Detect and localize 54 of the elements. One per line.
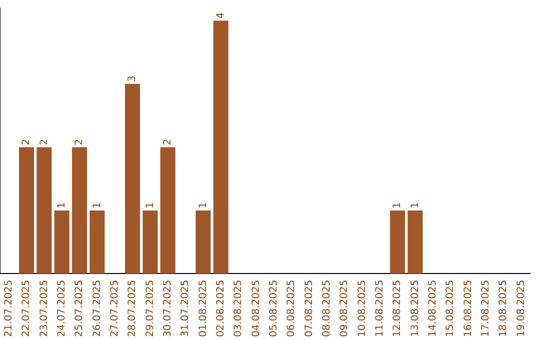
x-tick-label: 12.08.2025 — [392, 280, 404, 338]
bar — [90, 210, 105, 274]
bar — [196, 210, 211, 274]
x-tick-label: 13.08.2025 — [410, 280, 421, 338]
x-tick-label: 18.08.2025 — [498, 280, 510, 338]
x-tick-label: 04.08.2025 — [250, 280, 262, 338]
x-tick-label: 30.07.2025 — [162, 280, 174, 338]
bar — [390, 210, 406, 274]
x-tick-label: 03.08.2025 — [233, 280, 244, 338]
bar — [408, 210, 423, 274]
data-label: 1 — [92, 202, 103, 208]
data-label: 2 — [162, 138, 174, 146]
data-label: 1 — [144, 202, 156, 208]
x-tick-label: 02.08.2025 — [215, 280, 226, 338]
x-tick-label: 15.08.2025 — [445, 280, 456, 338]
x-tick-label: 17.08.2025 — [480, 280, 492, 338]
x-tick-label: 14.08.2025 — [427, 280, 438, 338]
bar — [142, 210, 158, 274]
x-tick-label: 05.08.2025 — [268, 280, 280, 338]
data-label: 1 — [392, 202, 404, 208]
x-tick-label: 16.08.2025 — [462, 280, 474, 338]
x-tick-label: 07.08.2025 — [304, 280, 315, 338]
x-tick-label: 31.07.2025 — [180, 280, 192, 338]
data-label: 2 — [21, 138, 32, 146]
data-label: 1 — [56, 202, 68, 208]
x-tick-label: 22.07.2025 — [21, 280, 32, 338]
x-tick-label: 26.07.2025 — [92, 280, 103, 338]
bar — [18, 147, 34, 274]
x-tick-label: 29.07.2025 — [144, 280, 156, 338]
x-tick-label: 09.08.2025 — [339, 280, 350, 338]
bar — [72, 147, 88, 274]
x-tick-label: 28.07.2025 — [127, 280, 138, 338]
bar — [213, 20, 228, 274]
data-label: 2 — [38, 138, 50, 146]
x-tick-label: 10.08.2025 — [356, 280, 368, 338]
bar — [160, 147, 176, 274]
x-tick-label: 21.07.2025 — [3, 280, 14, 338]
bar — [36, 147, 52, 274]
data-label: 1 — [198, 202, 209, 208]
data-label: 1 — [410, 202, 421, 208]
x-tick-label: 27.07.2025 — [109, 280, 120, 338]
data-label: 2 — [74, 138, 86, 146]
x-tick-label: 25.07.2025 — [74, 280, 86, 338]
bar — [54, 210, 70, 274]
x-tick-label: 06.08.2025 — [286, 280, 298, 338]
x-tick-label: 19.08.2025 — [516, 280, 527, 338]
x-tick-label: 23.07.2025 — [38, 280, 50, 338]
x-tick-label: 11.08.2025 — [374, 280, 386, 338]
data-label: 3 — [127, 76, 138, 82]
x-tick-label: 08.08.2025 — [321, 280, 332, 338]
x-tick-label: 24.07.2025 — [56, 280, 68, 338]
bar — [124, 84, 140, 274]
data-label: 4 — [215, 12, 226, 19]
x-tick-label: 01.08.2025 — [198, 280, 209, 338]
